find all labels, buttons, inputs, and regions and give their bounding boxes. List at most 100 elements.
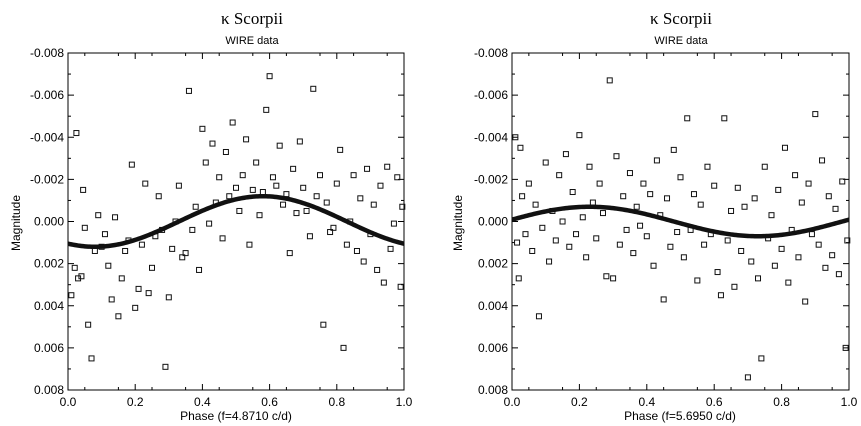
data-point [667,243,674,250]
data-point [229,119,236,126]
data-point [674,229,681,236]
data-point [690,191,697,198]
data-point [539,224,546,231]
data-point [399,203,406,210]
data-point [246,241,253,248]
data-point [650,262,657,269]
data-point [175,182,182,189]
data-point [542,159,549,166]
data-point [68,292,75,299]
data-point [741,203,748,210]
data-point [239,172,246,179]
data-point [805,180,812,187]
data-point [300,184,307,191]
data-point [748,258,755,265]
data-point [283,191,290,198]
data-point [303,207,310,214]
data-point [128,161,135,168]
data-point [138,241,145,248]
data-point [546,258,553,265]
data-point [717,292,724,299]
data-point [815,241,822,248]
data-point [684,115,691,122]
data-point [192,203,199,210]
data-point [586,163,593,170]
data-point [236,207,243,214]
data-point [209,140,216,147]
data-point [370,201,377,208]
data-point [606,77,613,84]
data-point [350,172,357,179]
data-point [243,136,250,143]
x-tick-label: 0.0 [60,395,77,409]
data-point [394,174,401,181]
data-point [599,210,606,217]
data-point [216,174,223,181]
data-point [653,157,660,164]
data-point [256,212,263,219]
data-point [738,247,745,254]
data-point [633,203,640,210]
data-point [596,180,603,187]
data-point [280,201,287,208]
x-tick-label: 0.4 [194,395,211,409]
y-tick-label: 0.008 [34,383,64,397]
chart-title: κ Scorpii [221,9,283,28]
data-point [771,262,778,269]
data-point [101,231,108,238]
data-point [95,212,102,219]
y-tick-label: -0.008 [474,46,508,60]
data-point [266,73,273,80]
data-point [616,241,623,248]
data-point [593,235,600,242]
data-point [680,254,687,261]
data-point [253,159,260,166]
data-point [775,186,782,193]
data-point [377,182,384,189]
data-point [517,144,524,151]
data-point [613,153,620,160]
data-point [85,321,92,328]
x-tick-label: 0.2 [127,395,144,409]
data-point [579,214,586,221]
x-tick-label: 0.6 [706,395,723,409]
data-point [728,207,735,214]
data-point [832,205,839,212]
chart-subtitle: WIRE data [225,35,279,47]
data-point [573,231,580,238]
x-tick-label: 0.6 [261,395,278,409]
data-point [269,174,276,181]
data-point [552,237,559,244]
data-point [795,254,802,261]
data-point [182,250,189,257]
data-point [273,182,280,189]
data-point [80,186,87,193]
data-point [310,85,317,92]
x-tick-label: 0.8 [773,395,790,409]
data-point [714,269,721,276]
y-tick-label: 0.002 [34,257,64,271]
x-axis-label: Phase (f=4.8710 c/d) [180,409,292,423]
data-point [603,273,610,280]
data-point [519,193,526,200]
x-tick-label: 0.4 [638,395,655,409]
data-point [701,241,708,248]
data-point [812,111,819,118]
data-point [132,304,139,311]
data-point [802,298,809,305]
data-point [761,163,768,170]
x-tick-label: 1.0 [841,395,858,409]
data-point [189,226,196,233]
data-point [630,250,637,257]
chart-title: κ Scorpii [650,9,712,28]
data-point [660,296,667,303]
data-point [155,193,162,200]
data-point [785,279,792,286]
data-point [327,229,334,236]
data-point [525,180,532,187]
data-point [781,144,788,151]
data-point [73,130,80,137]
data-point [343,241,350,248]
data-point [162,363,169,370]
